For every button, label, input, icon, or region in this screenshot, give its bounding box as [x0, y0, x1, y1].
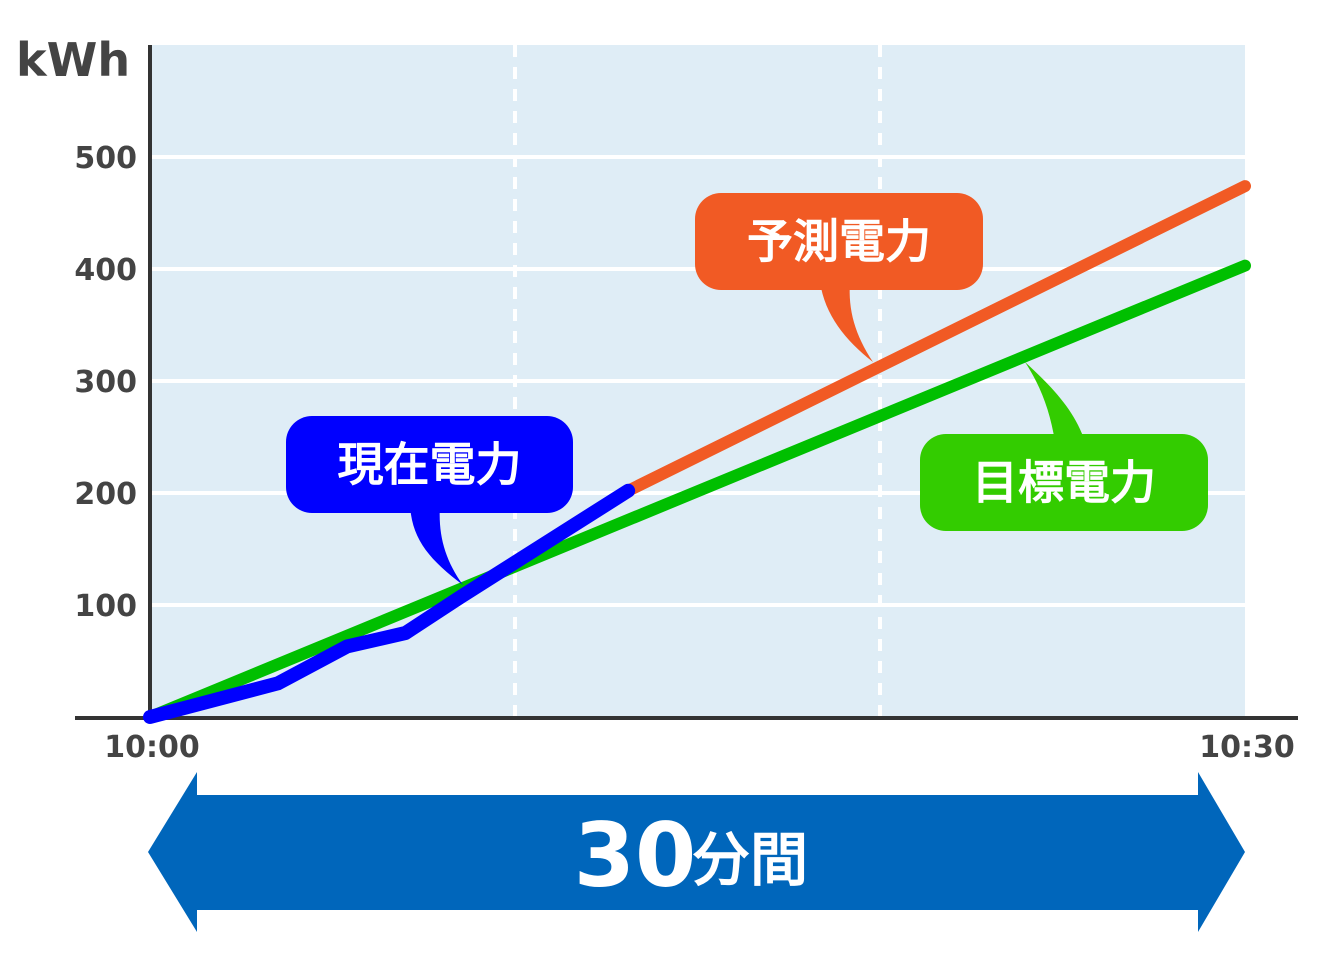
series-line [144, 259, 1251, 723]
duration-number: 30 [574, 804, 696, 907]
callout-label: 現在電力 [338, 438, 522, 492]
callout-tail [1025, 362, 1085, 442]
callout-現在電力: 現在電力 [286, 416, 573, 585]
callout-予測電力: 予測電力 [695, 193, 983, 362]
y-tick-label: 200 [74, 477, 137, 512]
duration-unit: 分間 [692, 826, 808, 894]
callout-box [695, 193, 983, 290]
y-tick-label: 100 [74, 589, 137, 624]
series-line [143, 483, 636, 724]
x-tick-label: 10:00 [104, 730, 200, 765]
x-tick-label: 10:30 [1199, 730, 1295, 765]
y-tick-label: 400 [74, 253, 137, 288]
y-tick-label: 500 [74, 141, 137, 176]
callout-label: 予測電力 [747, 215, 931, 269]
callout-tail [410, 505, 463, 585]
callout-label: 目標電力 [972, 456, 1156, 510]
duration-arrow [148, 772, 1245, 932]
callout-box [920, 434, 1208, 531]
callout-tail [820, 282, 873, 362]
y-axis-unit: kWh [16, 33, 130, 87]
callout-目標電力: 目標電力 [920, 362, 1208, 531]
y-tick-label: 300 [74, 365, 137, 400]
callout-box [286, 416, 573, 513]
series-line [622, 180, 1251, 497]
